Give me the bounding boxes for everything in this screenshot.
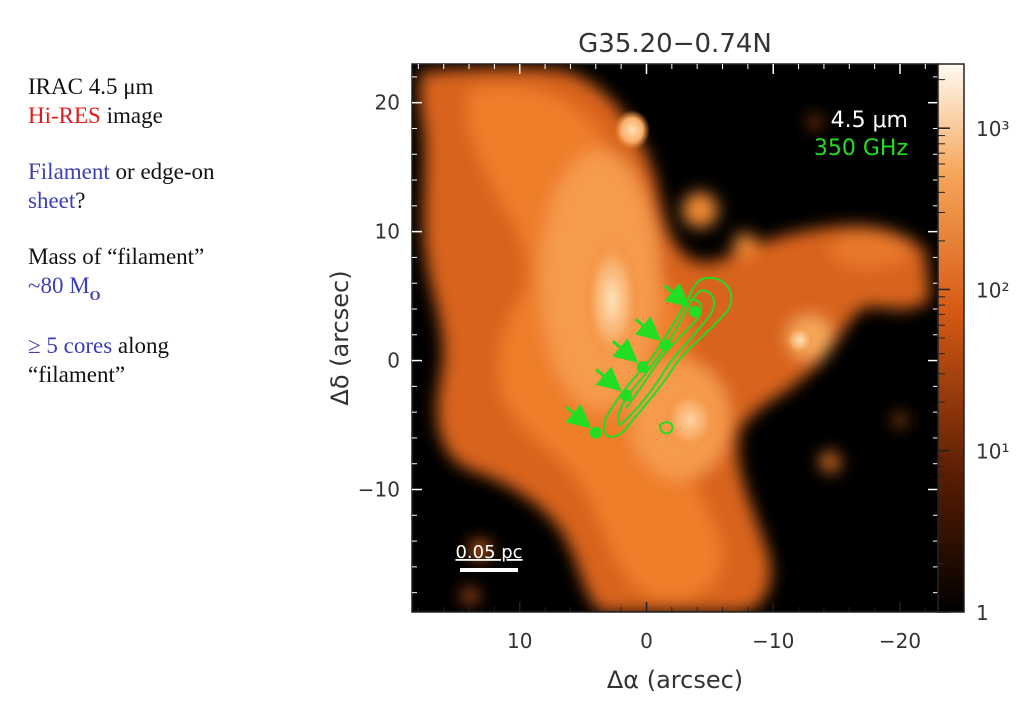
colorbar-tick-label: 10³	[976, 117, 1009, 141]
x-axis-ticks: 10 0 −10 −20	[417, 64, 926, 653]
question-mark: ?	[75, 188, 86, 213]
scalebar-label: 0.05 pc	[455, 542, 522, 563]
core-arrow	[611, 338, 639, 363]
core-arrow	[634, 316, 662, 341]
mass-subscript: O	[89, 289, 101, 304]
core-arrow	[564, 403, 592, 429]
legend-4-5um: 4.5 μm	[831, 108, 908, 133]
hires-label: Hi-RES	[28, 103, 101, 128]
figure-title: G35.20−0.74N	[578, 29, 772, 59]
notes-cores: ≥ 5 cores along “filament”	[28, 331, 328, 389]
emission-map	[420, 67, 930, 612]
x-axis-label: Δα (arcsec)	[607, 666, 743, 694]
question-mid: or edge-on	[109, 159, 215, 184]
core-markers	[589, 305, 701, 439]
mass-label: Mass of “filament”	[28, 244, 205, 269]
core-marker	[659, 339, 672, 352]
cores-filament: “filament”	[28, 362, 126, 387]
image-label: image	[100, 103, 163, 128]
y-tick-label: 0	[387, 349, 400, 373]
sheet-word: sheet	[28, 188, 76, 213]
mass-value: ~80 M	[28, 273, 90, 298]
instrument-label: IRAC 4.5 μm	[28, 74, 154, 99]
core-marker	[589, 426, 602, 439]
y-axis-label: Δδ (arcsec)	[326, 270, 354, 405]
x-tick-label: −10	[752, 629, 794, 653]
colorbar-tick-label: 10²	[976, 278, 1009, 302]
y-tick-label: −10	[358, 478, 400, 502]
core-arrows	[564, 282, 691, 429]
colorbar-ticks: 10³ 10² 10¹ 1	[938, 79, 1009, 625]
colorbar-tick-label: 1	[976, 601, 989, 625]
core-marker	[688, 305, 701, 318]
core-arrow	[663, 282, 691, 308]
notes-instrument: IRAC 4.5 μm Hi-RES image	[28, 72, 328, 130]
core-arrow	[595, 366, 622, 392]
notes-question: Filament or edge-on sheet?	[28, 157, 328, 215]
y-tick-label: 10	[375, 220, 400, 244]
y-tick-label: 20	[375, 91, 400, 115]
notes-mass: Mass of “filament” ~80 MO	[28, 242, 328, 304]
colorbar-tick-label: 10¹	[976, 440, 1009, 464]
x-tick-label: 10	[507, 629, 532, 653]
x-tick-label: 0	[640, 629, 653, 653]
core-marker	[636, 361, 649, 374]
cores-count: ≥ 5 cores	[28, 333, 113, 358]
notes-panel: IRAC 4.5 μm Hi-RES image Filament or edg…	[28, 72, 328, 416]
x-tick-label: −20	[879, 629, 921, 653]
core-marker	[620, 389, 633, 402]
legend-350ghz: 350 GHz	[814, 136, 908, 161]
filament-word: Filament	[28, 159, 110, 184]
cores-along: along	[112, 333, 170, 358]
y-axis-ticks: 20 10 0 −10	[358, 76, 938, 594]
